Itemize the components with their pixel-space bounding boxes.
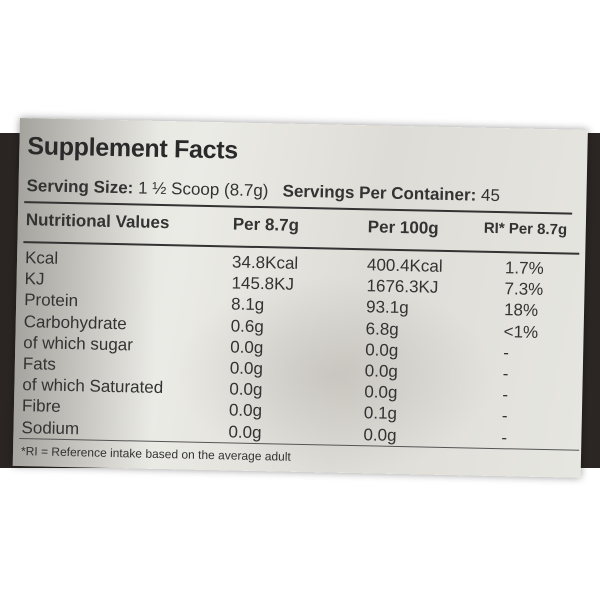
per-100g-value: 0.0g bbox=[365, 340, 399, 360]
header-nutritional-values: Nutritional Values bbox=[25, 210, 170, 233]
servings-per-container-label: Servings Per Container: bbox=[282, 181, 477, 205]
servings-per-container-value: 45 bbox=[480, 185, 501, 206]
header-ri: RI* Per 8.7g bbox=[483, 219, 568, 239]
per-100g-value: 0.0g bbox=[364, 382, 398, 403]
panel-title: Supplement Facts bbox=[27, 132, 239, 165]
per-serving-value: 8.1g bbox=[230, 294, 265, 315]
ri-value: - bbox=[501, 406, 508, 426]
per-100g-value: 0.0g bbox=[364, 361, 399, 381]
ri-value: - bbox=[501, 427, 508, 447]
serving-size-label: Serving Size: bbox=[26, 176, 134, 198]
per-100g-value: 0.1g bbox=[363, 403, 398, 424]
ri-value: - bbox=[502, 385, 509, 405]
per-serving-value: 0.0g bbox=[228, 422, 262, 442]
per-serving-value: 0.0g bbox=[229, 379, 263, 400]
per-serving-value: 145.8KJ bbox=[231, 273, 295, 294]
ri-value: <1% bbox=[503, 321, 539, 342]
ri-value: 7.3% bbox=[504, 279, 544, 300]
ri-value: - bbox=[502, 342, 510, 363]
per-100g-value: 6.8g bbox=[365, 318, 399, 339]
per-serving-value: 0.6g bbox=[230, 316, 264, 336]
nutrient-name: Protein bbox=[23, 290, 79, 311]
header-per-100g: Per 100g bbox=[367, 217, 439, 238]
per-100g-value: 1676.3KJ bbox=[366, 276, 439, 297]
ri-value: 18% bbox=[503, 300, 539, 321]
white-border-bottom bbox=[0, 468, 600, 600]
ri-value: 1.7% bbox=[504, 258, 544, 278]
white-border-top bbox=[0, 0, 600, 133]
per-100g-value: 93.1g bbox=[365, 297, 409, 318]
per-serving-value: 0.0g bbox=[230, 337, 264, 357]
nutrient-name: Carbohydrate bbox=[23, 311, 127, 333]
nutrient-name: Kcal bbox=[24, 248, 59, 268]
supplement-facts-label: Supplement Facts Serving Size: 1 ½ Scoop… bbox=[12, 118, 588, 478]
per-serving-value: 34.8Kcal bbox=[231, 252, 299, 273]
ri-value: - bbox=[502, 364, 509, 384]
per-serving-value: 0.0g bbox=[229, 358, 264, 379]
nutrient-name: of which Saturated bbox=[22, 375, 164, 398]
nutrient-name: Sodium bbox=[21, 417, 80, 438]
serving-size-value: 1 ½ Scoop (8.7g) bbox=[137, 178, 269, 201]
per-100g-value: 400.4Kcal bbox=[366, 255, 443, 276]
nutrient-name: of which sugar bbox=[23, 332, 134, 355]
per-serving-value: 0.0g bbox=[228, 400, 263, 421]
nutrient-name: KJ bbox=[24, 269, 45, 289]
header-per-serving: Per 8.7g bbox=[232, 214, 300, 235]
nutrient-name: Fibre bbox=[21, 396, 61, 417]
nutrient-name: Fats bbox=[22, 354, 57, 374]
per-100g-value: 0.0g bbox=[363, 424, 397, 445]
